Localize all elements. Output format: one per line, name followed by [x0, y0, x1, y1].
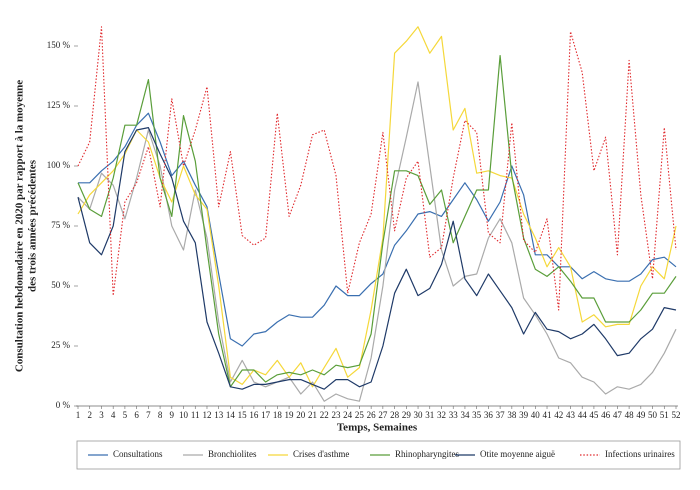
x-tick-label: 51: [660, 410, 669, 420]
x-tick-label: 43: [566, 410, 576, 420]
legend-box: [76, 440, 681, 470]
legend-label: Infections urinaires: [605, 449, 675, 459]
x-tick-label: 20: [296, 410, 306, 420]
x-tick-label: 26: [367, 410, 377, 420]
series-line: [77, 54, 677, 388]
x-tick-label: 38: [507, 410, 517, 420]
y-tick-label: 0 %: [56, 400, 71, 410]
x-tick-label: 45: [589, 410, 599, 420]
x-tick-label: 5: [123, 410, 128, 420]
x-tick-label: 29: [402, 410, 412, 420]
x-tick-label: 1: [76, 410, 81, 420]
x-tick-label: 46: [601, 410, 611, 420]
legend-label: Bronchiolites: [208, 449, 257, 459]
y-tick-label: 75 %: [51, 220, 70, 230]
x-tick-label: 36: [484, 410, 494, 420]
x-tick-label: 8: [158, 410, 163, 420]
x-tick-label: 3: [99, 410, 104, 420]
x-tick-label: 27: [378, 410, 388, 420]
series-line: [77, 126, 677, 390]
x-tick-label: 24: [343, 410, 353, 420]
x-tick-label: 42: [554, 410, 563, 420]
x-tick-label: 12: [202, 410, 211, 420]
x-tick-label: 39: [519, 410, 529, 420]
x-tick-label: 7: [146, 410, 151, 420]
x-tick-label: 15: [238, 410, 248, 420]
x-tick-label: 13: [214, 410, 224, 420]
y-tick-label: 50 %: [51, 280, 70, 290]
x-tick-label: 49: [636, 410, 646, 420]
x-tick-label: 16: [249, 410, 259, 420]
x-tick-label: 18: [273, 410, 283, 420]
y-axis-label: Consultation hebdomadaire en 2020 par ra…: [14, 80, 39, 372]
x-tick-label: 23: [331, 410, 341, 420]
x-tick-label: 4: [111, 410, 116, 420]
x-tick-label: 50: [648, 410, 658, 420]
x-tick-label: 35: [472, 410, 482, 420]
x-tick-label: 33: [449, 410, 459, 420]
x-tick-label: 34: [460, 410, 470, 420]
series-line: [78, 112, 677, 347]
y-axis-label-line: Consultation hebdomadaire en 2020 par ra…: [14, 80, 26, 372]
x-tick-label: 10: [179, 410, 189, 420]
x-tick-label: 52: [672, 410, 681, 420]
x-tick-label: 31: [425, 410, 434, 420]
x-tick-label: 48: [625, 410, 635, 420]
series-line: [77, 26, 677, 311]
x-tick-label: 40: [531, 410, 541, 420]
x-tick-label: 28: [390, 410, 400, 420]
x-tick-label: 41: [543, 410, 552, 420]
y-tick-label: 100 %: [47, 160, 71, 170]
x-tick-label: 22: [320, 410, 329, 420]
x-axis-label: Temps, Semaines: [337, 422, 418, 434]
x-tick-label: 2: [87, 410, 92, 420]
legend-label: Rhinopharyngites: [395, 449, 459, 459]
x-tick-label: 9: [170, 410, 175, 420]
series-line: [77, 81, 677, 402]
x-tick-label: 32: [437, 410, 446, 420]
series-line: [77, 26, 677, 388]
legend-label: Otite moyenne aiguë: [480, 449, 555, 459]
y-axis-label-line: des trois années précédentes: [27, 159, 39, 292]
x-tick-label: 44: [578, 410, 588, 420]
x-tick-label: 25: [355, 410, 365, 420]
x-tick-label: 30: [414, 410, 424, 420]
x-tick-label: 21: [308, 410, 317, 420]
legend-label: Crises d'asthme: [293, 449, 349, 459]
x-tick-label: 37: [496, 410, 506, 420]
y-tick-label: 25 %: [51, 340, 70, 350]
y-tick-label: 150 %: [47, 40, 71, 50]
x-tick-label: 11: [191, 410, 200, 420]
x-tick-label: 6: [134, 410, 139, 420]
legend-label: Consultations: [113, 449, 163, 459]
x-tick-label: 14: [226, 410, 236, 420]
x-tick-label: 47: [613, 410, 623, 420]
y-tick-label: 125 %: [47, 100, 71, 110]
x-tick-label: 17: [261, 410, 271, 420]
x-tick-label: 19: [285, 410, 295, 420]
